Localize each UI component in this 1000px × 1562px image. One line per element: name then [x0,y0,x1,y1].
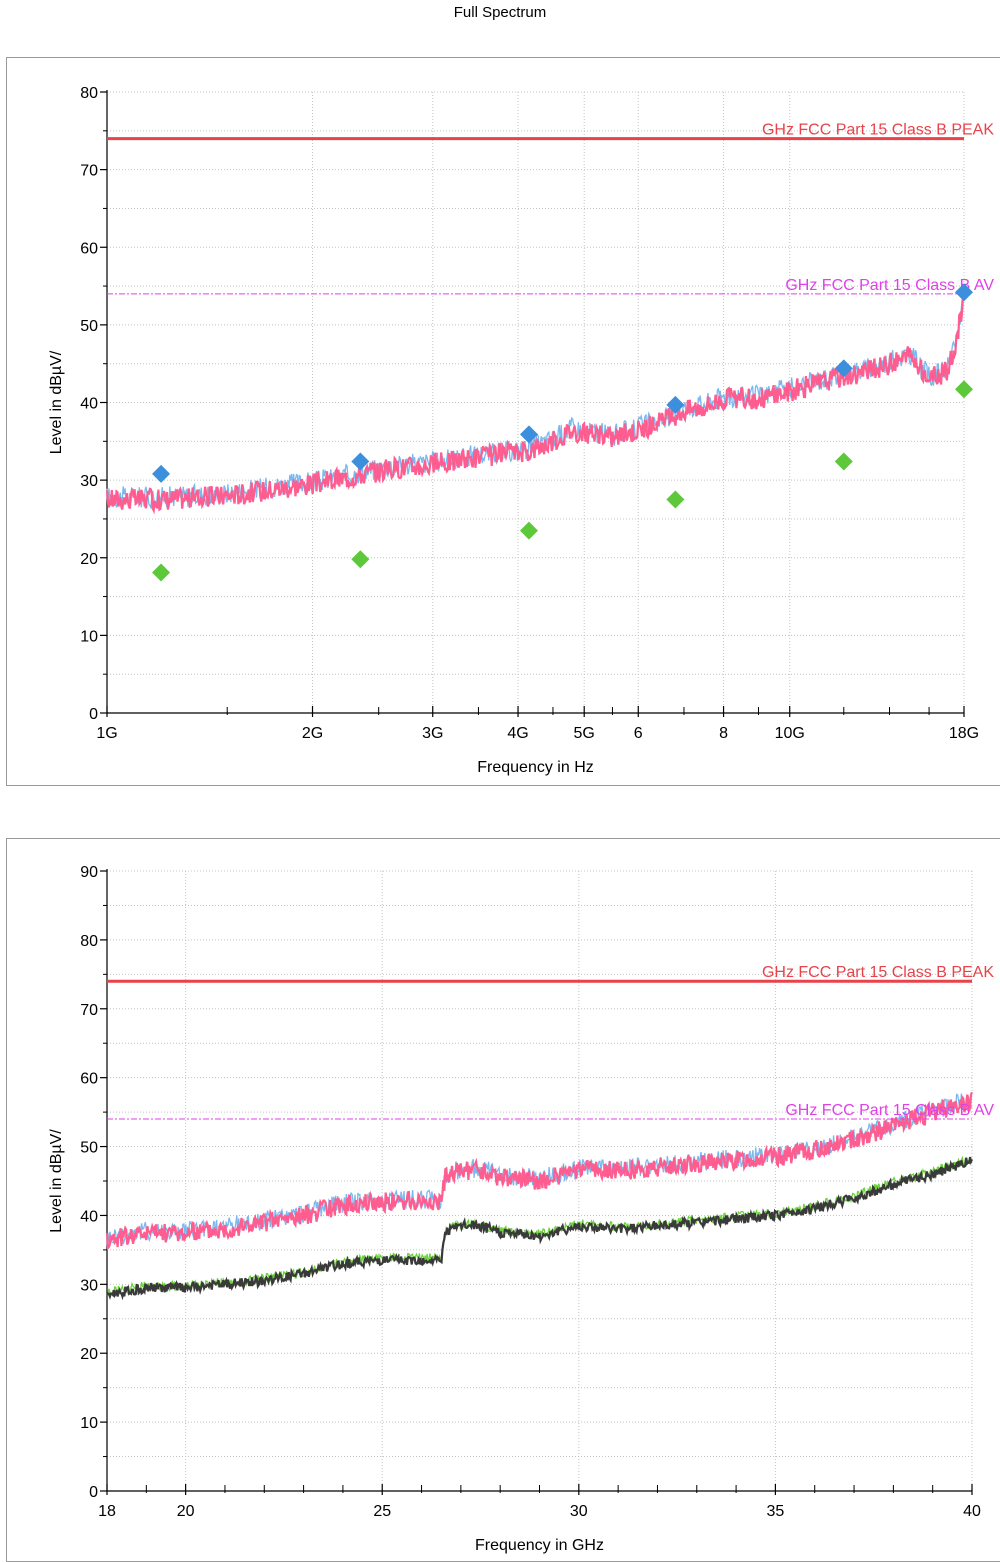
chart0-grid [106,91,965,714]
chart0-average-marker [955,380,973,399]
chart1-y-tick-label: 60 [80,1071,98,1088]
chart0-y-tick-label: 0 [89,706,98,723]
chart0-peak-marker [519,425,538,444]
chart1-average-trace [106,1156,974,1301]
chart1-y-tick-label: 90 [80,864,98,881]
chart0-average-marker [834,452,853,471]
chart1-x-axis-title: Frequency in GHz [475,1537,604,1554]
chart-top-svg: 0 10 20 30 40 50 60 70 80 1G 2G 3G 4G 5G 6 8 10G 18G Frequ… [48,85,994,776]
chart0-x-tick-label: 8 [719,725,728,742]
page-title: Full Spectrum [453,4,547,21]
chart0-x-tick-label: 6 [634,725,643,742]
chart0-x-tick-label: 2G [302,725,323,742]
chart0-peak-marker [666,395,685,414]
chart0-y-tick-label: 20 [80,551,98,568]
chart1-y-tick-label: 80 [80,933,98,950]
chart0-y-tick-label: 70 [80,163,98,180]
chart1-limit-label-peak: GHz FCC Part 15 Class B PEAK [762,964,994,981]
chart1-x-tick-label: 18 [98,1503,116,1520]
chart1-limit-label-av: GHz FCC Part 15 Class B AV [785,1102,994,1119]
chart0-y-tick-label: 40 [80,396,98,413]
chart0-y-axis-title: Level in dBµV/ [48,350,65,454]
chart0-y-tick-label: 80 [80,85,98,102]
chart0-limit-label-av: GHz FCC Part 15 Class B AV [785,277,994,294]
chart0-average-marker [351,550,370,569]
chart0-average-marker [666,490,685,509]
chart-bottom-svg: 0 10 20 30 40 50 60 70 80 90 18 20 25 30 35 40 Frequency… [48,864,994,1554]
chart1-y-tick-label: 20 [80,1346,98,1363]
chart1-x-tick-label: 20 [177,1503,195,1520]
chart0-y-tick-label: 10 [80,628,98,645]
chart0-peak-marker [152,464,171,483]
chart1-y-axis-title: Level in dBµV/ [48,1129,65,1233]
chart1-y-tick-label: 70 [80,1002,98,1019]
chart0-y-tick-label: 50 [80,318,98,335]
chart0-peak-marker [955,283,973,302]
chart0-x-tick-label: 18G [949,725,979,742]
chart1-y-tick-label: 50 [80,1140,98,1157]
chart1-y-tick-label: 40 [80,1208,98,1225]
chart0-x-axis-title: Frequency in Hz [477,759,594,776]
chart1-x-tick-label: 35 [767,1503,785,1520]
chart-panel-top: 0 10 20 30 40 50 60 70 80 1G 2G 3G 4G 5G 6 8 10G 18G Frequ… [6,57,1000,786]
chart1-y-tick-label: 0 [89,1484,98,1501]
chart0-peak-marker [834,359,853,378]
chart0-y-tick-label: 30 [80,473,98,490]
chart1-y-tick-label: 10 [80,1415,98,1432]
chart0-peak-marker [351,452,370,471]
chart0-average-marker [519,521,538,540]
chart0-x-tick-label: 1G [96,725,117,742]
chart0-x-tick-label: 4G [507,725,528,742]
chart0-y-tick-label: 60 [80,240,98,257]
chart0-peak-trace-under [106,288,965,510]
chart0-limit-label-peak: GHz FCC Part 15 Class B PEAK [762,122,994,139]
chart1-x-tick-label: 40 [963,1503,981,1520]
chart1-peak-trace [105,1091,974,1251]
chart0-x-tick-label: 10G [775,725,805,742]
chart1-x-tick-label: 30 [570,1503,588,1520]
chart0-x-tick-label: 3G [422,725,443,742]
chart1-y-tick-label: 30 [80,1277,98,1294]
chart-panel-bottom: 0 10 20 30 40 50 60 70 80 90 18 20 25 30 35 40 Frequency… [6,838,1000,1562]
chart0-x-tick-label: 5G [574,725,595,742]
chart0-peak-trace [105,291,965,515]
chart0-average-marker [152,563,171,582]
chart1-x-tick-label: 25 [373,1503,391,1520]
